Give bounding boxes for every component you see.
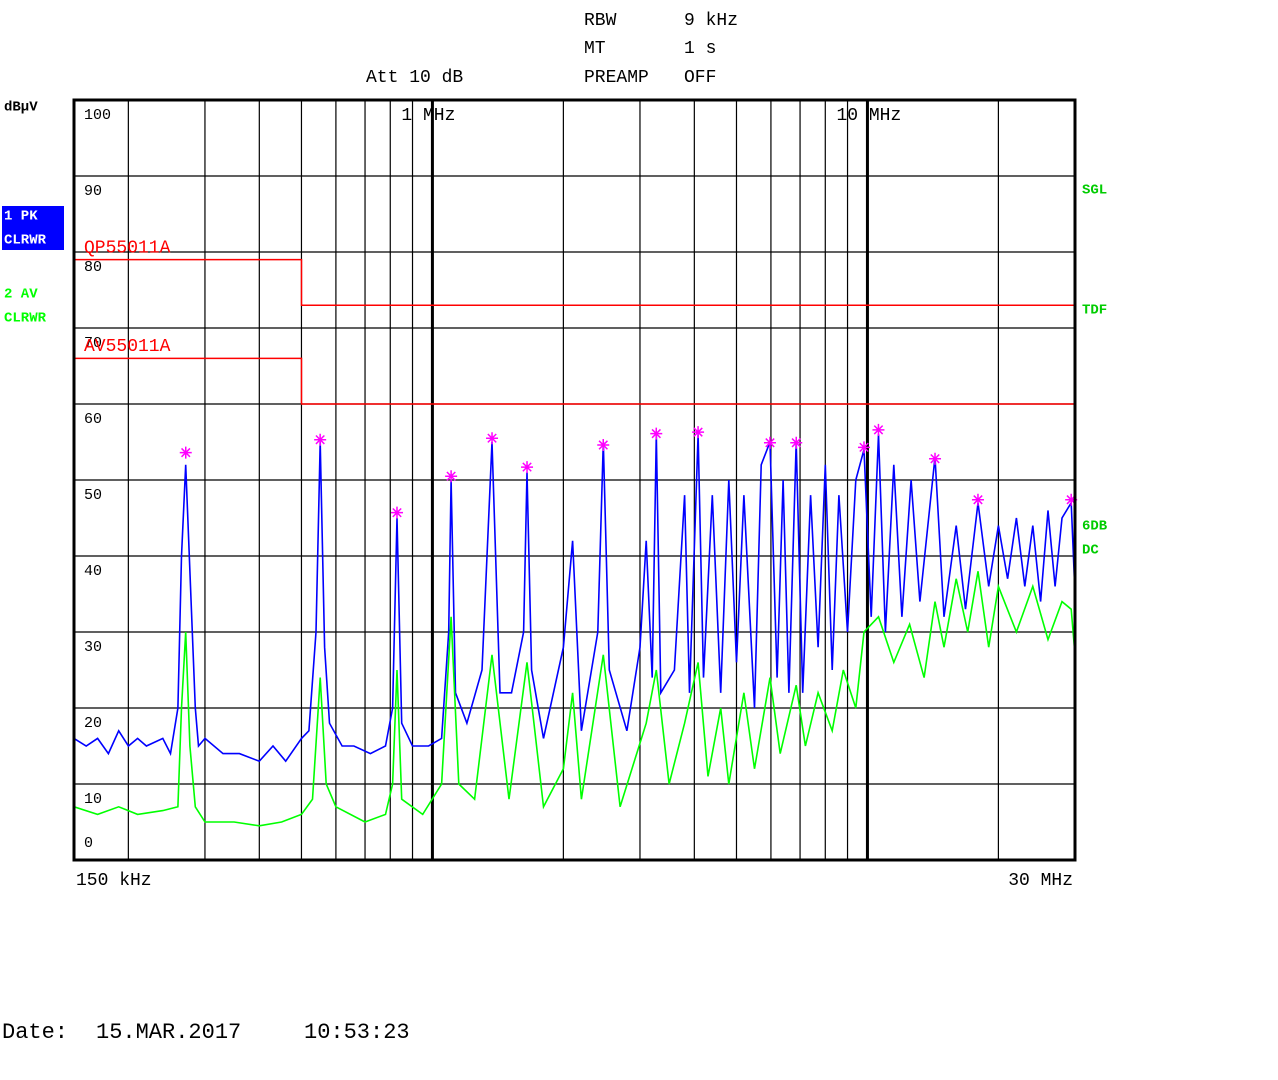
y-tick-label: 100	[84, 107, 111, 124]
y-tick-label: 30	[84, 639, 102, 656]
y-tick-label: 60	[84, 411, 102, 428]
legend-mode: CLRWR	[4, 311, 47, 327]
date-label: Date:	[2, 1020, 68, 1045]
limit-line	[74, 357, 1075, 405]
status-label: DC	[1082, 543, 1099, 559]
y-tick-label: 10	[84, 791, 102, 808]
limit-line-label: QP55011A	[84, 238, 171, 258]
marker	[650, 427, 663, 440]
marker	[597, 439, 610, 452]
legend-bg	[2, 206, 64, 250]
y-tick-label: 40	[84, 563, 102, 580]
marker	[1065, 493, 1078, 506]
y-tick-label: 0	[84, 835, 93, 852]
limit-line	[74, 258, 1075, 306]
marker	[872, 423, 885, 436]
y-tick-label: 70	[84, 335, 102, 352]
marker	[763, 436, 776, 449]
limit-line-label: AV55011A	[84, 337, 171, 357]
y-tick-label: 20	[84, 715, 102, 732]
marker	[692, 426, 705, 439]
x-tick-label: 10 MHz	[836, 106, 901, 126]
rbw-label: RBW	[584, 11, 617, 31]
y-tick-label: 80	[84, 259, 102, 276]
marker	[445, 470, 458, 483]
marker	[971, 493, 984, 506]
date: 15.MAR.2017	[96, 1020, 241, 1045]
x-tick-label: 1 MHz	[401, 106, 455, 126]
trace	[74, 571, 1075, 827]
mt-label: MT	[584, 39, 606, 59]
marker	[929, 452, 942, 465]
marker	[179, 446, 192, 459]
time: 10:53:23	[304, 1020, 410, 1045]
y-tick-label: 90	[84, 183, 102, 200]
marker	[858, 441, 871, 454]
marker	[390, 506, 403, 519]
status-label: SGL	[1082, 183, 1107, 199]
status-label: 6DB	[1082, 519, 1108, 535]
x-tick-label: 150 kHz	[76, 871, 152, 891]
marker	[790, 436, 803, 449]
marker	[521, 461, 534, 474]
rbw-value: 9 kHz	[684, 11, 738, 31]
mt-value: 1 s	[684, 39, 716, 59]
plot-frame	[72, 98, 1077, 862]
y-tick-label: 50	[84, 487, 102, 504]
preamp-label: PREAMP	[584, 68, 649, 88]
legend-name: 1 PK	[4, 209, 38, 225]
preamp-value: OFF	[684, 68, 716, 88]
legend-mode: CLRWR	[4, 233, 47, 249]
plot-area	[74, 258, 1075, 827]
status-label: TDF	[1082, 303, 1107, 319]
marker	[314, 433, 327, 446]
y-axis-label: dBµV	[4, 100, 38, 116]
legend-name: 2 AV	[4, 287, 38, 303]
attenuation: Att 10 dB	[366, 68, 463, 88]
x-tick-label: 30 MHz	[1008, 871, 1073, 891]
marker	[486, 432, 499, 445]
trace	[74, 434, 1075, 763]
